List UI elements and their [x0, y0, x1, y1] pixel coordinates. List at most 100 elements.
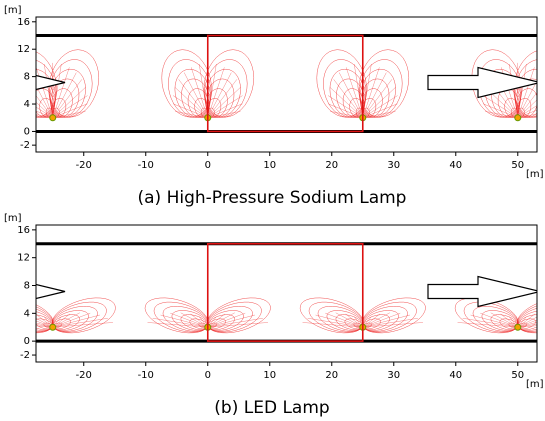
light-ray [345, 67, 363, 118]
light-ray [180, 312, 208, 328]
light-ray [207, 312, 235, 328]
light-ray [52, 95, 88, 118]
light-ray [517, 322, 537, 328]
light-ray [517, 80, 537, 118]
light-ray [170, 312, 208, 328]
light-ray [362, 87, 396, 118]
y-tick-label: 8 [24, 72, 30, 83]
plot-frame [35, 16, 538, 153]
plot-area [36, 49, 537, 122]
y-axis-label: [m] [4, 5, 22, 16]
light-ray [52, 67, 70, 118]
light-ray [36, 322, 53, 328]
light-ray [328, 103, 363, 118]
x-tick-label: 20 [325, 370, 338, 381]
light-ray [362, 79, 393, 118]
light-ray [325, 312, 363, 328]
caption: (a) High-Pressure Sodium Lamp [138, 188, 407, 208]
highlight-area [206, 34, 364, 133]
light-ray [207, 95, 243, 118]
light-ray [470, 314, 518, 328]
light-ray [482, 95, 518, 118]
light-ray [333, 79, 363, 118]
x-tick-label: 50 [511, 370, 524, 381]
light-ray [52, 103, 88, 118]
y-tick-label: 8 [24, 281, 30, 292]
x-tick-label: 40 [449, 370, 462, 381]
light-ray [485, 111, 518, 118]
lamp [49, 114, 57, 122]
light-ray [362, 313, 380, 328]
light-ray [190, 67, 208, 118]
light-distribution [316, 49, 410, 118]
light-ray [362, 312, 401, 328]
x-tick-label: 50 [511, 160, 524, 171]
x-tick-label: 0 [205, 160, 211, 171]
light-ray [362, 322, 424, 328]
light-ray [52, 64, 62, 118]
light-ray [207, 64, 217, 118]
light-ray [517, 92, 537, 118]
y-tick-label: -2 [20, 350, 30, 361]
light-ray [362, 95, 398, 118]
light-ray [302, 322, 363, 328]
light-ray [198, 64, 208, 118]
light-ray [36, 106, 53, 118]
light-ray [330, 111, 363, 118]
light-ray [173, 103, 208, 118]
light-ray [517, 313, 535, 328]
light-ray [36, 325, 53, 328]
light-ray [52, 313, 70, 328]
light-ray [207, 318, 263, 328]
light-ray [178, 79, 208, 118]
light-ray [183, 72, 208, 118]
x-tick-label: 10 [263, 370, 276, 381]
light-ray [480, 312, 518, 328]
light-ray [52, 322, 113, 328]
light-ray [362, 111, 396, 118]
x-tick-label: -10 [138, 370, 154, 381]
x-tick-label: -20 [76, 160, 92, 171]
light-ray [362, 103, 398, 118]
light-ray [36, 95, 53, 118]
light-ray [354, 64, 363, 118]
direction-arrow [36, 283, 66, 300]
light-ray [307, 318, 363, 328]
light-ray [43, 64, 53, 118]
light-ray [36, 318, 53, 328]
light-ray [517, 67, 535, 118]
light-ray [457, 322, 518, 328]
x-tick-label: 10 [263, 160, 276, 171]
light-ray [462, 318, 518, 328]
light-ray [517, 105, 537, 118]
light-ray [517, 323, 537, 328]
light-ray [362, 312, 390, 328]
light-ray [329, 87, 363, 118]
direction-arrow [427, 66, 537, 99]
light-ray [362, 72, 387, 118]
light-ray [362, 314, 411, 328]
light-ray [36, 320, 53, 328]
caption: (b) LED Lamp [214, 398, 329, 418]
light-ray [500, 313, 518, 328]
light-distribution [472, 306, 537, 332]
x-tick-label: 30 [387, 370, 400, 381]
light-ray [52, 312, 80, 328]
light-ray [207, 103, 243, 118]
light-ray [490, 312, 518, 328]
y-tick-label: -2 [20, 140, 30, 151]
y-tick-label: 0 [24, 126, 30, 137]
light-ray [172, 95, 208, 118]
y-tick-label: 4 [24, 308, 30, 319]
direction-arrow [427, 275, 537, 308]
y-tick-label: 16 [17, 225, 30, 236]
lamp [514, 323, 522, 331]
light-distribution [168, 59, 248, 118]
light-distribution [323, 59, 403, 118]
x-tick-label: 40 [449, 160, 462, 171]
x-axis-label: [m] [526, 169, 544, 180]
light-distribution [36, 49, 99, 118]
light-ray [36, 110, 53, 118]
light-ray [190, 313, 208, 328]
